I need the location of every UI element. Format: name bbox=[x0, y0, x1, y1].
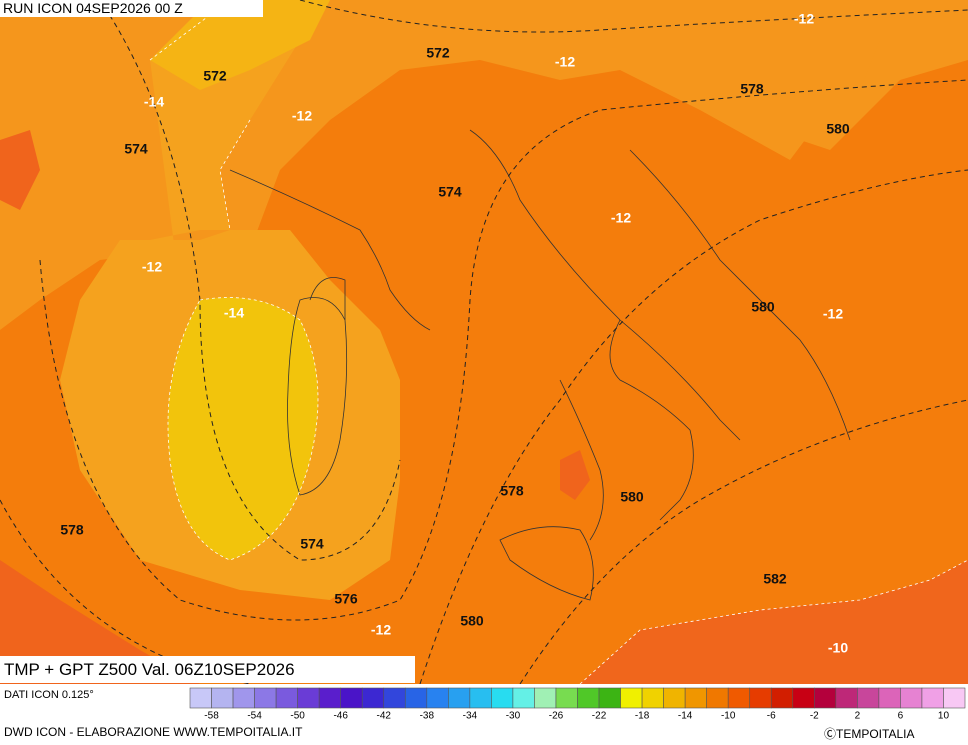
geopotential-label: 578 bbox=[60, 522, 84, 538]
scale-swatch bbox=[555, 687, 578, 709]
geopotential-label: 572 bbox=[426, 45, 450, 61]
contour-labels: 572 572 578 580 574 574 580 578 580 578 574 582 576 5… bbox=[60, 11, 850, 656]
temperature-isolines bbox=[149, 0, 968, 684]
field-warm bbox=[560, 450, 590, 500]
geopotential-label: 578 bbox=[740, 81, 764, 97]
scale-tick-label: 6 bbox=[898, 711, 904, 722]
run-header: RUN ICON 04SEP2026 00 Z bbox=[0, 0, 263, 17]
map: 572 572 578 580 574 574 580 578 580 578 574 582 576 5… bbox=[0, 0, 968, 684]
geopotential-label: 574 bbox=[124, 141, 148, 157]
scale-tick-label: -14 bbox=[678, 711, 693, 722]
temperature-label: -12 bbox=[292, 108, 312, 124]
field-warm bbox=[580, 560, 968, 684]
field-warm bbox=[0, 560, 200, 684]
scale-swatch bbox=[232, 687, 255, 709]
scale-tick-label: -10 bbox=[721, 711, 736, 722]
geopotential-label: 580 bbox=[620, 489, 644, 505]
scale-swatch bbox=[749, 687, 772, 709]
scale-swatch bbox=[318, 687, 341, 709]
scale-swatch bbox=[792, 687, 815, 709]
scale-tick-label: -38 bbox=[420, 711, 435, 722]
scale-swatch bbox=[663, 687, 686, 709]
coastlines bbox=[229, 129, 851, 601]
scale-swatch bbox=[361, 687, 385, 709]
temperature-label: -12 bbox=[823, 306, 843, 322]
scale-tick-label: 10 bbox=[938, 711, 950, 722]
scale-swatch bbox=[469, 687, 492, 709]
geopotential-label: 578 bbox=[500, 483, 524, 499]
scale-tick-label: -26 bbox=[549, 711, 564, 722]
scale-tick-label: -58 bbox=[204, 711, 219, 722]
geopotential-label: 572 bbox=[203, 68, 227, 84]
scale-tick-label: -42 bbox=[377, 711, 392, 722]
scale-swatch bbox=[189, 687, 212, 709]
scale-swatch bbox=[254, 687, 277, 709]
copyright: ⒸTEMPOITALIA bbox=[824, 727, 915, 741]
scale-swatch bbox=[491, 687, 514, 709]
geopotential-label: 580 bbox=[460, 613, 484, 629]
field-574 bbox=[790, 0, 968, 150]
field-cold-core bbox=[168, 297, 318, 560]
color-scale: -58 -54 -50 -46 -42 -38 -34 -30 -26 -22 -18 -14 -10-… bbox=[189, 687, 966, 722]
scale-swatch bbox=[297, 687, 320, 709]
geopotential-isolines bbox=[0, 0, 968, 684]
scale-swatch bbox=[577, 687, 600, 709]
scale-swatch bbox=[426, 687, 449, 709]
geopotential-label: 582 bbox=[763, 571, 787, 587]
scale-swatch bbox=[340, 687, 363, 709]
scale-tick-label: -30 bbox=[506, 711, 521, 722]
temperature-label: -14 bbox=[144, 94, 164, 110]
scale-swatch bbox=[383, 687, 406, 709]
temperature-label: -12 bbox=[371, 622, 391, 638]
scale-swatch bbox=[943, 687, 966, 709]
scale-swatch bbox=[727, 687, 751, 709]
scale-swatch bbox=[641, 687, 664, 709]
credit: DWD ICON - ELABORAZIONE WWW.TEMPOITALIA.… bbox=[4, 725, 303, 739]
scale-tick-label: -6 bbox=[767, 711, 776, 722]
geopotential-label: 580 bbox=[751, 299, 775, 315]
scale-swatch bbox=[835, 687, 858, 709]
temperature-label: -10 bbox=[828, 640, 848, 656]
scale-tick-label: -2 bbox=[810, 711, 819, 722]
temperature-label: -12 bbox=[142, 259, 162, 275]
scale-swatch bbox=[598, 687, 621, 709]
scale-swatch bbox=[211, 687, 234, 709]
scale-swatch bbox=[857, 687, 880, 709]
map-title: TMP + GPT Z500 Val. 06Z10SEP2026 bbox=[0, 656, 415, 683]
geopotential-label: 580 bbox=[826, 121, 850, 137]
scale-swatch bbox=[878, 687, 901, 709]
geopotential-label: 574 bbox=[300, 536, 324, 552]
scale-tick-label: -46 bbox=[333, 711, 348, 722]
geopotential-label: 574 bbox=[438, 184, 462, 200]
scale-tick-label: -34 bbox=[463, 711, 478, 722]
scale-swatch bbox=[512, 687, 535, 709]
scale-swatch bbox=[275, 687, 298, 709]
data-source: DATI ICON 0.125° bbox=[4, 689, 94, 701]
temperature-label: -14 bbox=[224, 305, 244, 321]
scale-swatch bbox=[404, 687, 428, 709]
scale-swatch bbox=[814, 687, 837, 709]
scale-swatch bbox=[770, 687, 794, 709]
scale-swatch bbox=[684, 687, 707, 709]
temperature-label: -12 bbox=[794, 11, 814, 27]
scale-swatch bbox=[448, 687, 471, 709]
geopotential-label: 576 bbox=[334, 591, 358, 607]
scale-swatch bbox=[620, 687, 643, 709]
scale-swatch bbox=[921, 687, 944, 709]
temperature-label: -12 bbox=[611, 210, 631, 226]
field-572 bbox=[150, 0, 330, 90]
scale-tick-label: 2 bbox=[855, 711, 861, 722]
temperature-label: -12 bbox=[555, 54, 575, 70]
scale-swatch bbox=[900, 687, 923, 709]
scale-tick-label: -50 bbox=[290, 711, 305, 722]
field-warm bbox=[0, 130, 40, 210]
scale-tick-label: -54 bbox=[247, 711, 262, 722]
scale-tick-label: -18 bbox=[635, 711, 650, 722]
scale-swatch bbox=[534, 687, 557, 709]
scale-swatch bbox=[706, 687, 729, 709]
scale-tick-label: -22 bbox=[592, 711, 607, 722]
